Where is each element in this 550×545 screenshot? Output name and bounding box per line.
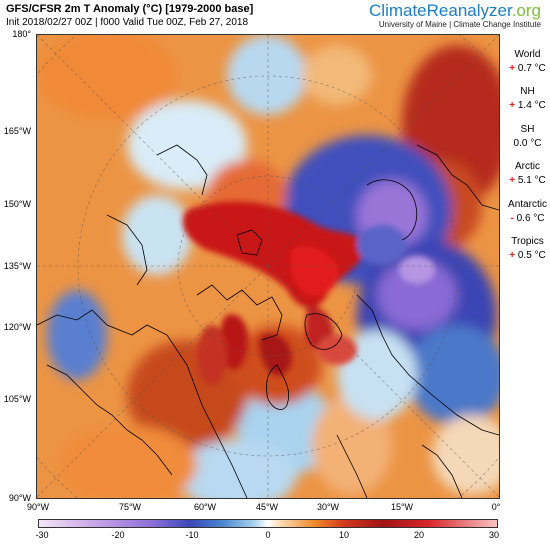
lat-label-135w: 135°W: [3, 261, 31, 271]
stat-nh: NH + 1.4 °C: [505, 86, 550, 111]
stat-value: 0.0 °C: [513, 138, 542, 149]
lon-label-90w: 90°W: [26, 502, 50, 512]
colorbar-tick: 20: [413, 530, 425, 540]
lon-label-60w: 60°W: [193, 502, 217, 512]
lon-label-45w: 45°W: [255, 502, 279, 512]
stat-value: 0.7 °C: [517, 63, 546, 74]
brand-name: ClimateReanalyzer: [369, 1, 512, 20]
stat-tropics: Tropics + 0.5 °C: [505, 236, 550, 261]
anomaly-field: [37, 35, 499, 498]
stat-name: World: [514, 49, 541, 60]
brand-tagline: University of Maine | Climate Change Ins…: [378, 20, 541, 29]
colorbar-tick: 0: [265, 530, 271, 540]
graticule: [37, 35, 499, 498]
lat-label-120w: 120°W: [3, 322, 31, 332]
lon-label-75w: 75°W: [118, 502, 142, 512]
map-title: GFS/CFSR 2m T Anomaly (°C) [1979-2000 ba…: [6, 3, 254, 15]
lat-label-105w: 105°W: [3, 394, 31, 404]
stat-value: 1.4 °C: [517, 100, 546, 111]
lat-label-165w: 165°W: [3, 126, 31, 136]
stat-name: NH: [520, 86, 535, 97]
stat-name: Arctic: [515, 161, 540, 172]
stat-value: 5.1 °C: [517, 175, 546, 186]
lon-label-0: 0°: [491, 502, 501, 512]
lon-label-15w: 15°W: [390, 502, 414, 512]
stat-sign: +: [509, 100, 516, 111]
stat-sign: +: [509, 63, 516, 74]
stat-sh: SH 0.0 °C: [505, 124, 550, 149]
colorbar-tick: -30: [35, 530, 49, 540]
lat-label-150w: 150°W: [3, 199, 31, 209]
stat-value: 0.6 °C: [516, 213, 545, 224]
brand-tld: .org: [511, 1, 541, 20]
colorbar-tick: -10: [185, 530, 199, 540]
coastlines: [37, 144, 499, 498]
lat-label-90w: 90°W: [8, 493, 31, 503]
colorbar: [38, 519, 498, 528]
colorbar-tick: -20: [111, 530, 125, 540]
stat-sign: -: [510, 213, 514, 224]
colorbar-tick: 10: [338, 530, 350, 540]
stat-sign: +: [509, 250, 516, 261]
brand-logo[interactable]: ClimateReanalyzer.org: [369, 1, 541, 21]
lon-label-30w: 30°W: [316, 502, 340, 512]
lat-label-180: 180°: [12, 29, 31, 39]
stat-world: World + 0.7 °C: [505, 49, 550, 74]
stat-name: SH: [520, 124, 535, 135]
stat-value: 0.5 °C: [517, 250, 546, 261]
anomaly-map: [36, 34, 500, 499]
map-subtitle: Init 2018/02/27 00Z | f000 Valid Tue 00Z…: [6, 17, 249, 28]
colorbar-tick: 30: [488, 530, 500, 540]
stat-name: Tropics: [511, 236, 544, 247]
stat-antarctic: Antarctic - 0.6 °C: [505, 199, 550, 224]
stat-arctic: Arctic + 5.1 °C: [505, 161, 550, 186]
stat-name: Antarctic: [508, 199, 547, 210]
stat-sign: +: [509, 175, 516, 186]
